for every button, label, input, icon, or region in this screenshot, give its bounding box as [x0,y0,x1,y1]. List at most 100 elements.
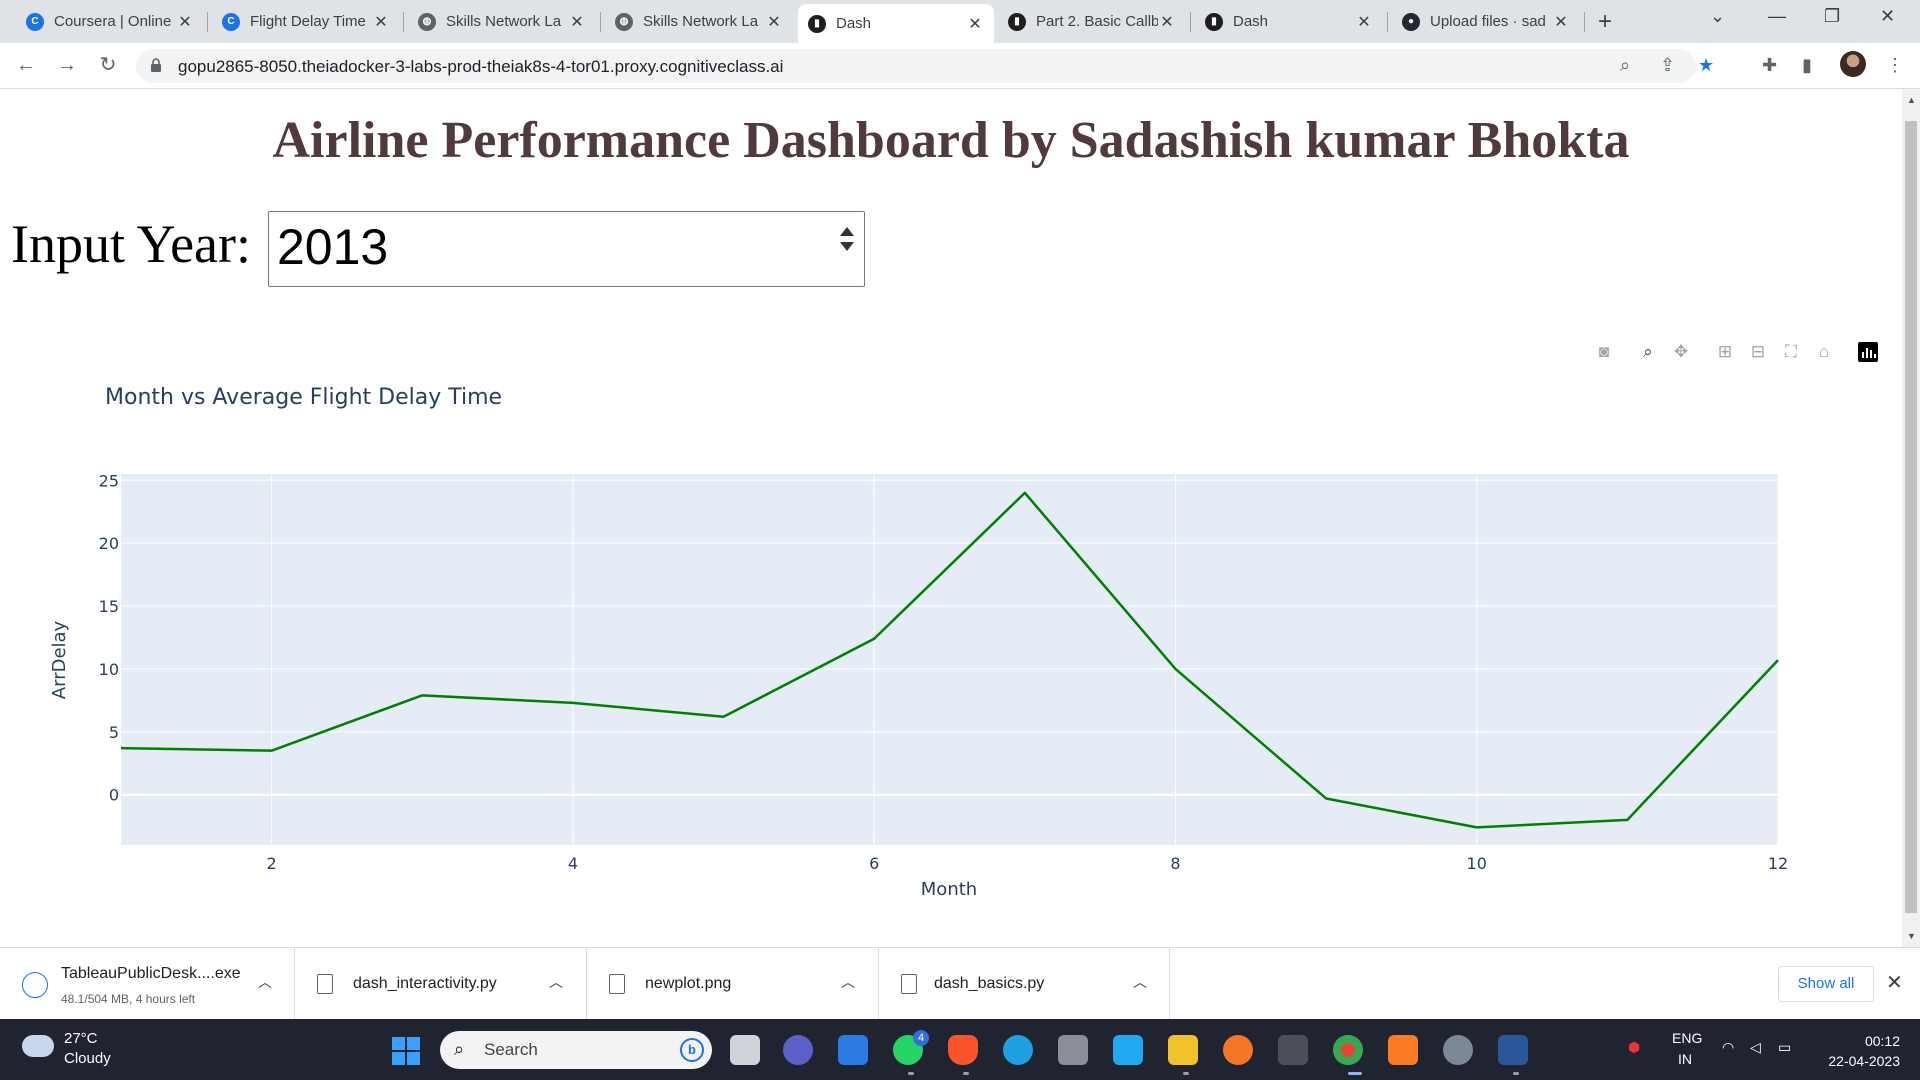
zoom-icon[interactable]: ⌕ [1620,55,1631,75]
extensions-icon[interactable]: ✚ [1762,55,1778,75]
pan-icon[interactable]: ✥ [1673,342,1689,361]
tab-title: Skills Network La [643,13,759,30]
weather-temperature[interactable]: 27°C [64,1030,98,1047]
python-file-icon [317,974,333,994]
chevron-up-icon[interactable]: ︿ [1133,974,1147,990]
wifi-icon[interactable]: ◠ [1722,1039,1735,1055]
system-clock[interactable]: 00:12 22-04-2023 [1820,1031,1900,1071]
address-bar[interactable]: gopu2865-8050.theiadocker-3-labs-prod-th… [136,49,1714,83]
file-explorer-icon[interactable] [1168,1035,1198,1065]
scroll-up-icon[interactable]: ▲ [1907,95,1916,105]
github-icon: ● [1402,12,1420,31]
tab-search-chevron-icon[interactable]: ⌄ [1710,6,1726,26]
page-scrollbar[interactable]: ▲ ▼ [1902,89,1920,947]
close-icon[interactable]: ✕ [1554,13,1568,31]
tab-dash-2[interactable]: ▮ Dash ✕ [1195,4,1383,39]
vscode-icon[interactable] [1113,1035,1143,1065]
settings-gear-icon[interactable] [1443,1035,1473,1065]
y-tick-label: 10 [99,660,119,679]
chevron-up-icon[interactable]: ︿ [549,974,563,990]
tab-coursera[interactable]: C Coursera | Online ✕ [16,4,204,39]
cloud-icon[interactable] [22,1035,54,1057]
search-icon: ⌕ [454,1039,465,1059]
tab-title: Upload files · sad [1430,13,1546,30]
restore-icon[interactable]: ❐ [1824,6,1841,26]
xampp-icon[interactable] [1388,1035,1418,1065]
tab-dash-active[interactable]: ▮ Dash ✕ [798,4,994,43]
camera-icon[interactable]: ◙ [1598,342,1610,361]
volume-icon[interactable]: ◁ [1750,1039,1761,1055]
tab-title: Flight Delay Time [250,13,366,30]
zoom-out-icon[interactable]: ⊟ [1750,342,1766,361]
globe-icon: ◍ [615,12,633,31]
window-close-icon[interactable]: ✕ [1880,6,1896,26]
edge-browser-icon[interactable] [1003,1035,1033,1065]
y-tick-label: 0 [109,786,119,805]
menu-kebab-icon[interactable]: ⋮ [1886,55,1904,75]
camera-app-icon[interactable] [1058,1035,1088,1065]
tab-title: Skills Network La [446,13,562,30]
side-panel-icon[interactable]: ▮ [1802,55,1812,75]
download-item-newplot[interactable]: newplot.png ︿ [587,948,879,1020]
zoom-icon[interactable]: ⌕ [1643,342,1653,361]
download-item-tableau[interactable]: TableauPublicDesk....exe 48.1/504 MB, 4 … [0,948,295,1020]
word-icon[interactable] [1498,1035,1528,1065]
back-icon[interactable]: ← [16,54,36,76]
year-spinner[interactable] [838,221,856,277]
browser-tab-bar: C Coursera | Online ✕ C Flight Delay Tim… [0,0,1920,43]
autoscale-icon[interactable]: ⛶ [1785,342,1797,361]
chart-series [120,491,1779,829]
scroll-down-icon[interactable]: ▼ [1907,931,1916,941]
close-icon[interactable]: ✕ [1160,13,1174,31]
share-icon[interactable]: ⇪ [1660,55,1676,75]
x-tick-label: 6 [869,854,879,873]
tab-flight-delay[interactable]: C Flight Delay Time ✕ [212,4,400,39]
task-view-icon[interactable] [730,1035,760,1065]
chevron-up-icon[interactable]: ︿ [258,974,272,990]
reset-axes-home-icon[interactable]: ⌂ [1818,342,1830,361]
download-filename: dash_basics.py [934,975,1045,992]
zoom-in-icon[interactable]: ⊞ [1717,342,1733,361]
region-indicator[interactable]: IN [1678,1051,1692,1067]
reload-icon[interactable]: ↻ [99,54,117,76]
new-tab-icon[interactable]: + [1598,8,1613,35]
close-icon[interactable]: ✕ [968,15,982,33]
spin-down-icon[interactable] [840,242,854,251]
taskbar-search-box[interactable]: ⌕ Search b [440,1031,712,1069]
sql-tool-icon[interactable] [1278,1035,1308,1065]
bookmark-star-icon[interactable]: ★ [1698,55,1715,75]
tab-part2-callbacks[interactable]: ▮ Part 2. Basic Callb ✕ [998,4,1186,39]
close-icon[interactable]: ✕ [767,13,781,31]
language-indicator[interactable]: ENG [1672,1030,1703,1046]
close-icon[interactable]: ✕ [178,13,192,31]
weather-description[interactable]: Cloudy [64,1050,111,1067]
close-icon[interactable]: ✕ [1357,13,1371,31]
download-item-dash-basics[interactable]: dash_basics.py ︿ [879,948,1170,1020]
close-icon[interactable]: ✕ [570,13,584,31]
year-input[interactable]: 2013 [268,211,865,287]
teams-chat-icon[interactable] [783,1035,813,1065]
close-icon[interactable]: ✕ [1886,972,1903,994]
jupyter-icon[interactable] [1223,1035,1253,1065]
show-all-button[interactable]: Show all [1778,966,1874,1002]
plotly-logo-icon[interactable] [1858,342,1878,362]
windows-start-icon[interactable] [392,1037,420,1065]
profile-avatar[interactable] [1840,51,1866,77]
brave-browser-icon[interactable] [948,1035,978,1065]
scroll-thumb[interactable] [1905,121,1917,913]
tab-skills-network-2[interactable]: ◍ Skills Network La ✕ [605,4,793,39]
download-item-dash-interactivity[interactable]: dash_interactivity.py ︿ [295,948,587,1020]
tab-skills-network-1[interactable]: ◍ Skills Network La ✕ [408,4,596,39]
tab-github-upload[interactable]: ● Upload files · sad ✕ [1392,4,1580,39]
chrome-icon[interactable] [1333,1035,1363,1065]
y-tick-label: 5 [109,723,119,742]
tray-app-icon[interactable]: ⬢ [1628,1039,1641,1055]
chevron-up-icon[interactable]: ︿ [841,974,855,990]
forward-icon[interactable]: → [57,54,77,76]
mail-icon[interactable] [838,1035,868,1065]
spin-up-icon[interactable] [840,227,854,236]
close-icon[interactable]: ✕ [374,13,388,31]
battery-icon[interactable]: ▭ [1778,1039,1792,1055]
minimize-icon[interactable]: — [1768,6,1786,26]
bing-icon[interactable]: b [680,1038,704,1062]
